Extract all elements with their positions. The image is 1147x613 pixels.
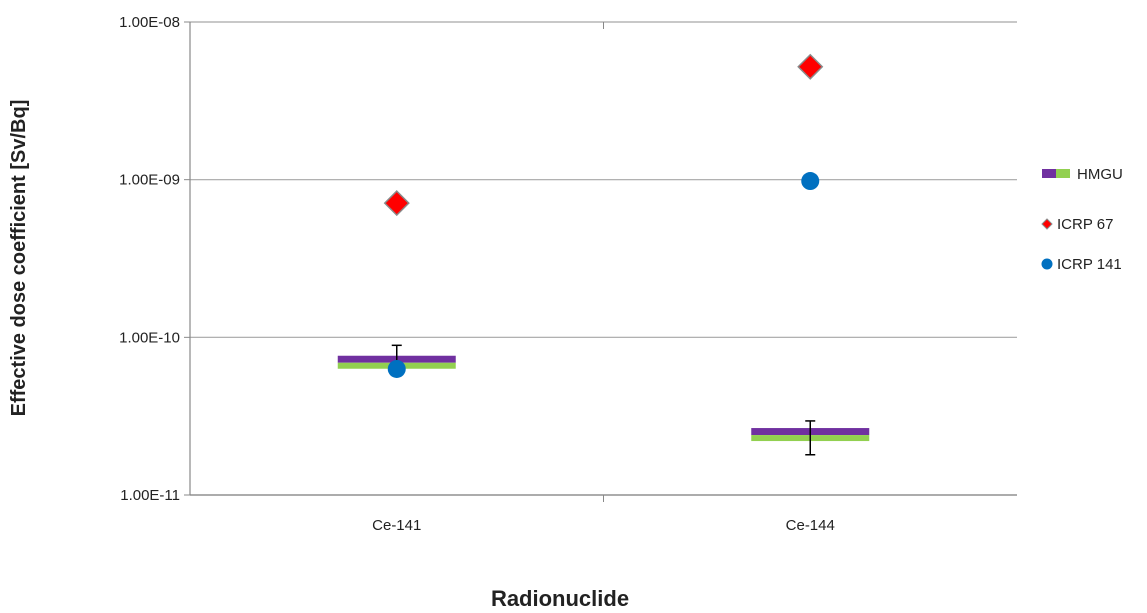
y-tick-label: 1.00E-11 bbox=[120, 487, 180, 504]
legend-label: ICRP 141 bbox=[1057, 256, 1122, 273]
legend-label: ICRP 67 bbox=[1057, 216, 1113, 233]
legend-swatch-hmgu bbox=[1056, 169, 1070, 178]
y-tick-labels: 1.00E-11 1.00E-10 1.00E-09 1.00E-08 bbox=[119, 14, 180, 504]
y-tick-label: 1.00E-10 bbox=[119, 329, 180, 346]
icrp141-point bbox=[387, 359, 406, 378]
icrp141-point bbox=[801, 172, 820, 191]
legend-swatch-hmgu bbox=[1042, 169, 1056, 178]
y-axis-title: Effective dose coefficient [Sv/Bq] bbox=[8, 100, 30, 417]
icrp67-point bbox=[797, 53, 824, 80]
x-axis-title: Radionuclide bbox=[491, 586, 629, 611]
y-tick-label: 1.00E-09 bbox=[119, 172, 180, 189]
legend-swatch-icrp141 bbox=[1041, 258, 1053, 270]
axes bbox=[184, 21, 1017, 502]
x-tick-label: Ce-141 bbox=[372, 517, 421, 534]
legend: HMGU ICRP 67 ICRP 141 bbox=[1041, 166, 1123, 273]
data-marks bbox=[337, 53, 870, 456]
legend-swatch-icrp67 bbox=[1041, 218, 1053, 230]
legend-label: HMGU bbox=[1077, 166, 1123, 183]
gridlines bbox=[190, 21, 1017, 496]
x-tick-label: Ce-144 bbox=[786, 517, 835, 534]
x-tick-labels: Ce-141 Ce-144 bbox=[372, 517, 835, 534]
y-tick-label: 1.00E-08 bbox=[119, 14, 180, 31]
icrp67-point bbox=[383, 190, 410, 217]
